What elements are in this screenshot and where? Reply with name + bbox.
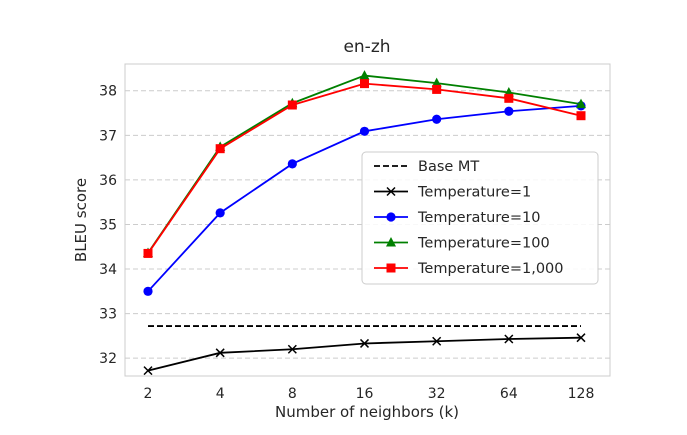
data-point-3-2 xyxy=(287,100,297,110)
x-tick-label-2: 2 xyxy=(144,386,153,402)
y-tick-label-32: 32 xyxy=(99,351,117,367)
data-point-3-6 xyxy=(576,111,586,121)
data-point-0-4 xyxy=(432,336,442,346)
x-axis-label: Number of neighbors (k) xyxy=(275,403,459,421)
y-tick-label-33: 33 xyxy=(99,307,117,323)
legend-label-2: Temperature=10 xyxy=(417,210,540,226)
legend-entry-3: Temperature=100 xyxy=(374,236,550,252)
data-point-2-3 xyxy=(359,70,370,80)
legend-box xyxy=(361,151,599,285)
legend-label-1: Temperature=1 xyxy=(417,185,531,201)
y-tick-label-35: 35 xyxy=(99,217,117,233)
data-point-3-0 xyxy=(143,248,153,258)
y-tick-label-36: 36 xyxy=(99,173,117,189)
x-axis-ticks: 2 4 8 16 32 64 128 xyxy=(144,386,595,402)
data-point-3-3 xyxy=(360,79,369,89)
series-layer xyxy=(143,70,586,376)
x-tick-label-64: 64 xyxy=(500,386,518,402)
x-tick-label-128: 128 xyxy=(568,386,595,402)
data-point-0-1 xyxy=(215,348,225,358)
series-3 xyxy=(143,79,586,258)
y-tick-label-38: 38 xyxy=(99,84,117,100)
data-point-1-0 xyxy=(143,286,153,296)
data-point-0-2 xyxy=(287,344,297,354)
legend-entry-0: Base MT xyxy=(374,159,479,175)
plot-frame xyxy=(124,63,611,377)
legend-label-4: Temperature=1,000 xyxy=(417,261,564,277)
data-point-1-2 xyxy=(287,159,297,169)
legend-entry-4: Temperature=1,000 xyxy=(374,261,564,277)
x-tick-label-4: 4 xyxy=(216,386,225,402)
y-axis-ticks: 32 33 34 35 36 37 38 xyxy=(99,84,117,367)
legend-marker-3 xyxy=(386,237,396,247)
legend-label-3: Temperature=100 xyxy=(417,236,550,252)
y-axis-label: BLEU score xyxy=(72,178,90,262)
data-point-0-3 xyxy=(359,338,370,348)
data-point-0-5 xyxy=(504,334,514,344)
x-tick-label-32: 32 xyxy=(428,386,446,402)
chart-title: en-zh xyxy=(343,37,390,57)
data-point-2-6 xyxy=(576,98,586,109)
y-tick-label-34: 34 xyxy=(99,262,117,278)
data-point-2-4 xyxy=(431,77,442,88)
data-point-3-4 xyxy=(432,84,442,94)
data-point-1-5 xyxy=(504,106,514,116)
legend-marker-4 xyxy=(386,263,396,273)
legend-marker-1 xyxy=(386,186,396,197)
y-tick-label-37: 37 xyxy=(99,128,117,144)
legend: Base MT Temperature=1 Temperature=10 Temper… xyxy=(361,151,599,285)
data-point-1-1 xyxy=(215,208,225,218)
x-tick-label-8: 8 xyxy=(288,386,297,402)
x-tick-label-16: 16 xyxy=(356,386,374,402)
data-point-1-3 xyxy=(359,126,370,136)
data-point-1-4 xyxy=(432,114,442,124)
data-point-0-0 xyxy=(143,366,153,376)
data-point-0-6 xyxy=(576,333,586,343)
series-0 xyxy=(143,333,586,376)
legend-label-0: Base MT xyxy=(418,159,479,175)
legend-entry-1: Temperature=1 xyxy=(374,185,531,201)
legend-marker-2 xyxy=(386,212,396,222)
legend-entry-2: Temperature=10 xyxy=(374,210,540,226)
data-point-3-1 xyxy=(215,144,225,154)
data-point-3-5 xyxy=(504,93,514,103)
